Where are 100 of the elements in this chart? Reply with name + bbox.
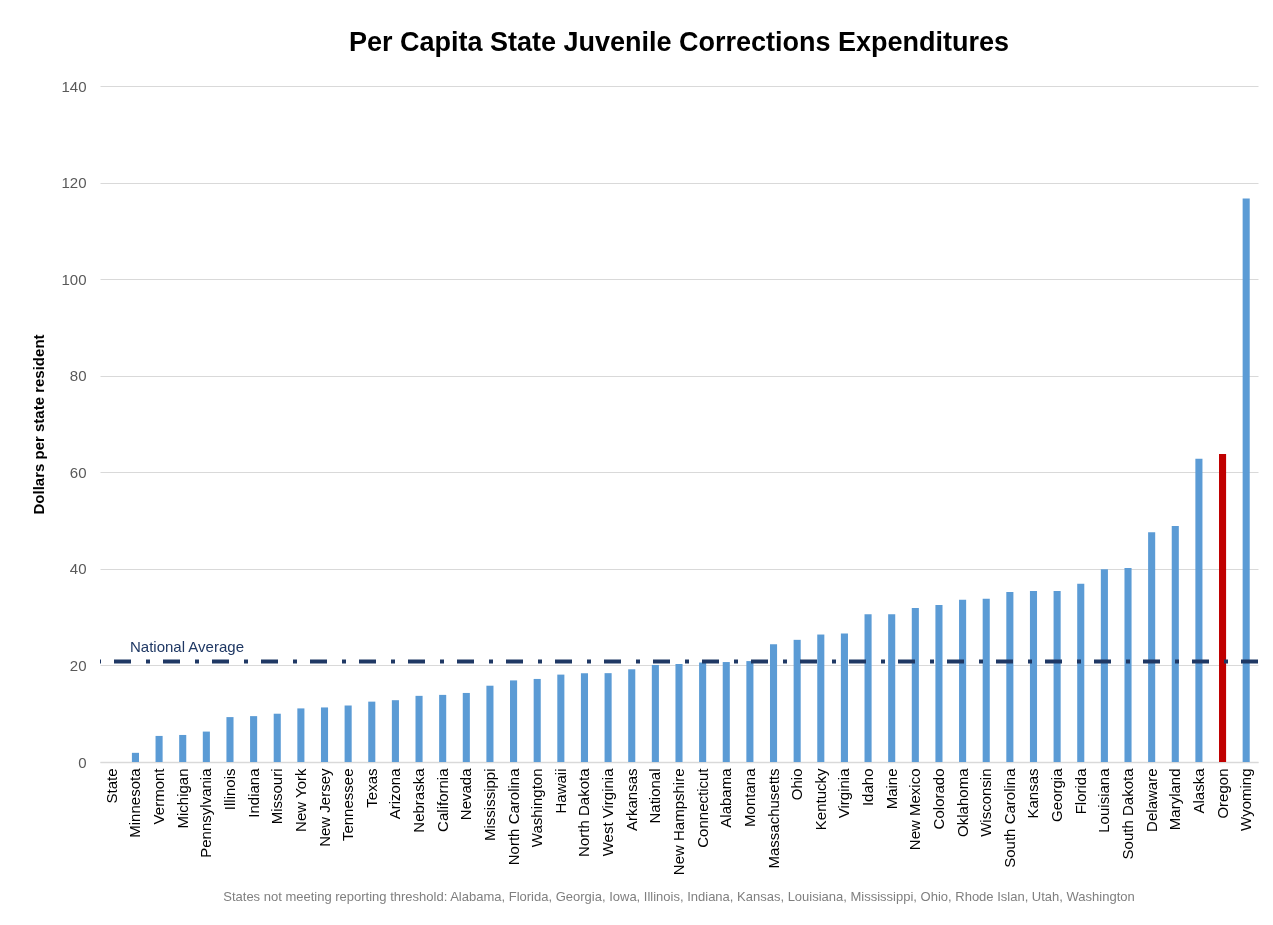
x-tick-label: Montana	[740, 767, 758, 827]
bar	[604, 673, 612, 762]
bar	[1195, 458, 1203, 762]
x-tick-label: Kentucky	[811, 768, 829, 831]
bar	[982, 598, 990, 762]
bar	[840, 633, 848, 762]
x-tick-label: Tennessee	[339, 768, 357, 842]
y-tick-label: 20	[69, 656, 87, 674]
x-tick-label: Wisconsin	[977, 768, 995, 837]
bar	[533, 678, 541, 762]
x-tick-label: Mississippi	[480, 768, 498, 842]
x-tick-label: New Mexico	[906, 768, 924, 851]
bar	[888, 614, 896, 762]
x-tick-label: Kansas	[1024, 768, 1042, 819]
bar	[959, 599, 967, 762]
bar	[155, 735, 163, 762]
bar	[131, 752, 139, 762]
x-tick-label: Hawaii	[551, 768, 569, 814]
ref-line-label: National Average	[130, 637, 244, 655]
x-tick-label: New Hampshire	[670, 768, 687, 876]
bar	[1171, 525, 1179, 762]
y-tick-label: 120	[61, 174, 87, 192]
x-tick-label: New Jersey	[315, 768, 333, 847]
x-tick-label: Nebraska	[410, 767, 428, 833]
x-tick-label: Arkansas	[622, 768, 640, 832]
x-tick-label: Connecticut	[693, 767, 711, 848]
bar	[462, 692, 470, 762]
x-tick-label: Idaho	[859, 768, 877, 807]
x-tick-label: Alaska	[1189, 767, 1207, 814]
bar	[391, 700, 399, 762]
bar	[864, 614, 872, 762]
x-tick-label: California	[433, 767, 451, 832]
x-tick-label: Nevada	[457, 767, 475, 821]
bar	[1242, 198, 1250, 762]
x-tick-label: Georgia	[1048, 767, 1066, 822]
x-tick-label: Texas	[362, 768, 380, 808]
bar	[368, 701, 376, 762]
x-tick-label: Alabama	[717, 767, 735, 828]
bar	[628, 669, 636, 762]
x-tick-label: South Dakota	[1119, 767, 1137, 860]
bar	[1124, 567, 1132, 762]
x-tick-label: North Carolina	[504, 767, 522, 866]
x-tick-label: Indiana	[244, 767, 262, 818]
x-tick-label: Massachusetts	[764, 768, 782, 869]
x-tick-label: Colorado	[929, 768, 947, 830]
bar	[250, 716, 258, 762]
bar	[202, 731, 210, 762]
bar	[439, 694, 447, 762]
bar	[1077, 583, 1085, 762]
bar	[510, 680, 518, 762]
bar	[651, 664, 659, 762]
bar	[817, 634, 825, 762]
x-tick-label: Wyoming	[1237, 768, 1255, 831]
y-tick-label: 0	[78, 753, 87, 771]
bar	[1006, 592, 1014, 762]
x-tick-label: Pennsylvania	[197, 767, 215, 858]
x-tick-label: Oregon	[1213, 768, 1231, 819]
x-tick-label: Minnesota	[126, 767, 144, 838]
y-tick-label: 140	[61, 77, 87, 95]
x-tick-label: Arizona	[386, 767, 404, 820]
bar	[746, 661, 754, 762]
bar	[580, 673, 589, 762]
x-tick-label: North Dakota	[575, 767, 593, 857]
y-tick-label: 60	[69, 463, 87, 481]
x-tick-label: Virginia	[835, 767, 853, 819]
bar	[1029, 591, 1038, 762]
x-tick-label: Missouri	[268, 768, 286, 825]
x-tick-label: Vermont	[150, 767, 168, 825]
x-tick-label: South Carolina	[1000, 767, 1018, 868]
x-tick-label: New York	[291, 768, 309, 832]
bar	[415, 695, 423, 762]
x-tick-label: National	[646, 768, 664, 824]
x-tick-label: Washington	[528, 768, 546, 848]
bar	[911, 607, 919, 762]
text: States not meeting reporting threshold: Alabama, Florida, Georgia, Iowa, Illinois, Indiana, Kansas, Louisiana, Mississippi, Ohio, Rhode Islan, Utah, Washington	[223, 889, 1135, 904]
y-tick-label: 40	[69, 560, 87, 578]
bar	[699, 662, 707, 762]
bar	[1053, 591, 1061, 762]
x-tick-label: Michigan	[173, 768, 191, 829]
x-tick-label: Louisiana	[1095, 767, 1113, 833]
x-tick-label: State	[102, 768, 120, 804]
bar	[1100, 569, 1108, 762]
bar	[226, 717, 234, 762]
x-tick-label: Oklahoma	[953, 767, 971, 837]
y-axis-title: Dollars per state resident	[30, 334, 48, 515]
bar	[179, 734, 187, 762]
y-tick-label: 80	[69, 367, 87, 385]
x-tick-label: Florida	[1071, 767, 1089, 815]
x-tick-label: Maine	[882, 768, 900, 810]
bar	[722, 662, 730, 762]
bar	[675, 663, 683, 762]
bar	[935, 605, 943, 762]
x-tick-label: West Virginia	[599, 767, 617, 857]
bar	[557, 674, 565, 762]
bar	[344, 705, 352, 762]
x-tick-label: Illinois	[220, 768, 238, 811]
x-tick-label: Maryland	[1166, 768, 1184, 831]
bar	[769, 644, 778, 762]
x-tick-label: Delaware	[1142, 768, 1160, 832]
bar	[1148, 532, 1156, 762]
